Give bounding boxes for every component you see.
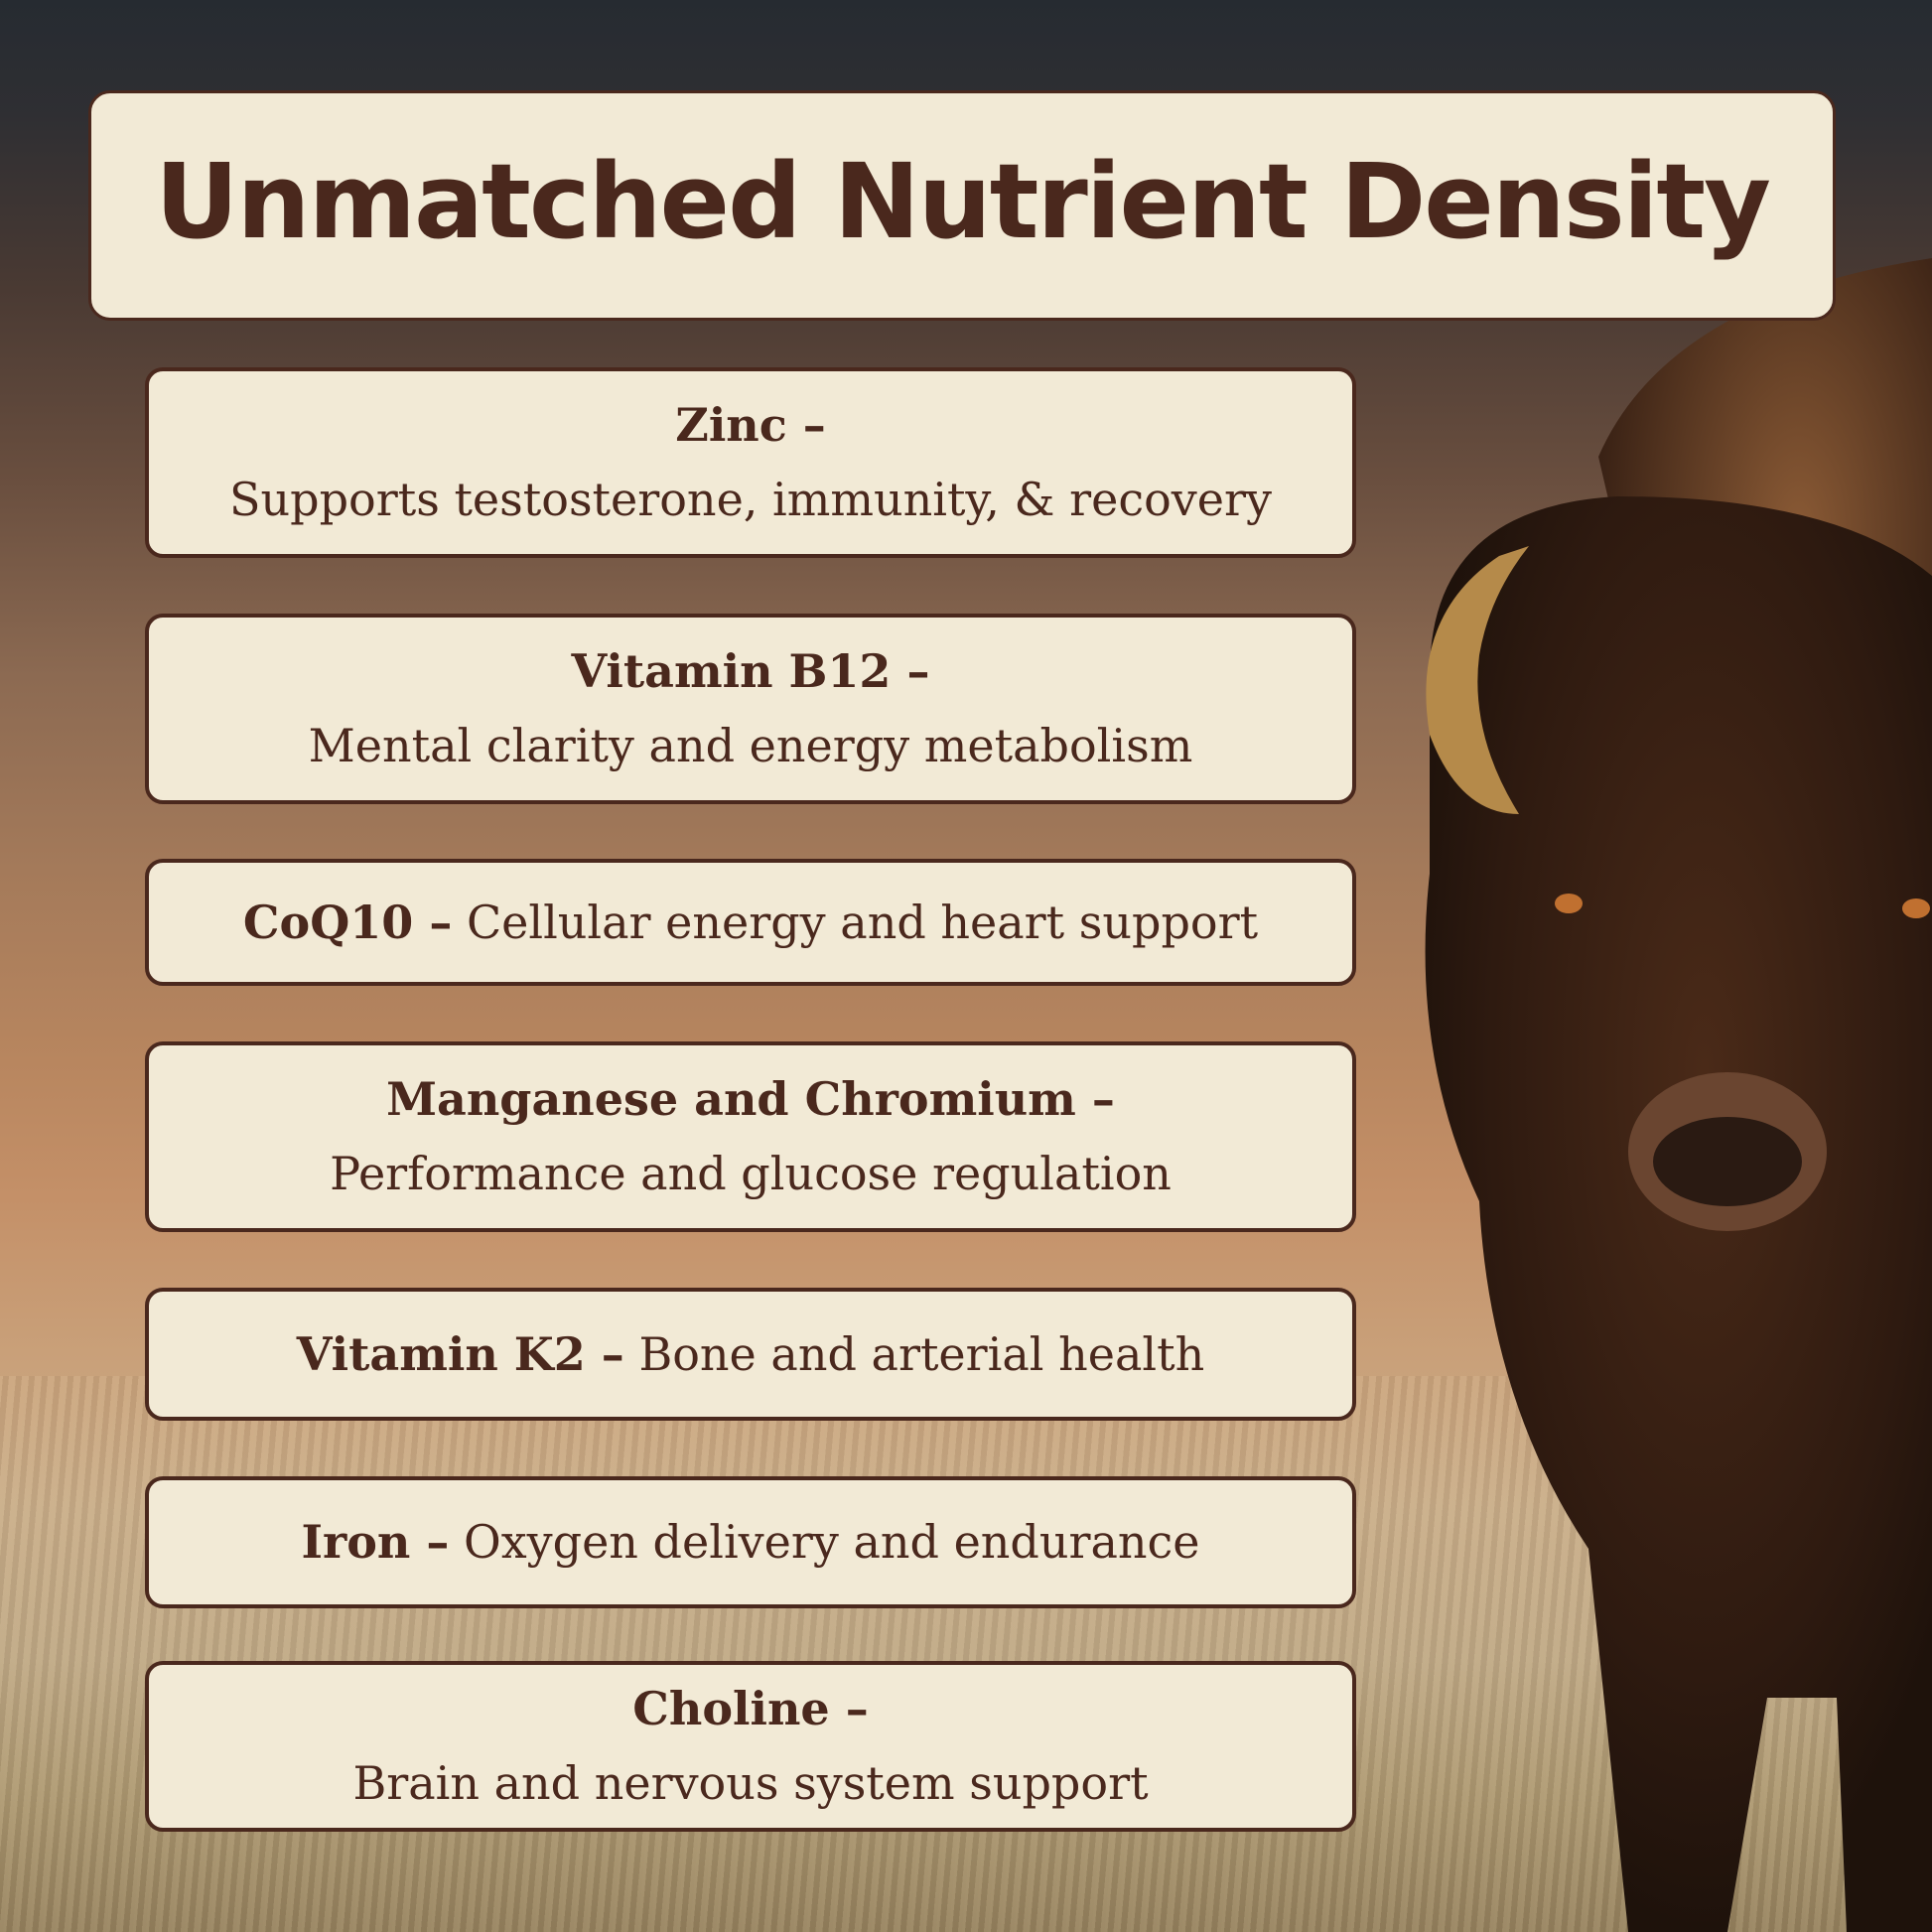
nutrient-name: CoQ10 – xyxy=(242,895,453,949)
page-title: Unmatched Nutrient Density xyxy=(155,141,1771,262)
nutrient-description: Cellular energy and heart support xyxy=(466,895,1259,949)
nutrient-description: Oxygen delivery and endurance xyxy=(464,1515,1200,1570)
nutrient-description: Brain and nervous system support xyxy=(352,1756,1149,1810)
nutrient-description: Bone and arterial health xyxy=(638,1326,1205,1381)
nutrient-description: Mental clarity and energy metabolism xyxy=(308,719,1193,772)
nutrient-name: Vitamin B12 – xyxy=(571,644,930,699)
nutrient-name: Zinc – xyxy=(675,398,826,453)
nutrient-name: Iron – xyxy=(301,1515,450,1570)
nutrient-name: Vitamin K2 – xyxy=(296,1326,624,1381)
nutrient-card-k2: Vitamin K2 – Bone and arterial health xyxy=(145,1288,1356,1421)
nutrient-name: Choline – xyxy=(632,1682,869,1736)
nutrient-card-iron: Iron – Oxygen delivery and endurance xyxy=(145,1476,1356,1608)
nutrient-description: Supports testosterone, immunity, & recov… xyxy=(229,473,1272,526)
nutrient-card-manganese-chromium: Manganese and Chromium – Performance and… xyxy=(145,1041,1356,1232)
nutrient-card-choline: Choline – Brain and nervous system suppo… xyxy=(145,1661,1356,1832)
nutrient-card-coq10: CoQ10 – Cellular energy and heart suppor… xyxy=(145,859,1356,986)
nutrient-card-b12: Vitamin B12 – Mental clarity and energy … xyxy=(145,614,1356,804)
nutrient-description: Performance and glucose regulation xyxy=(330,1147,1172,1200)
nutrient-name: Manganese and Chromium – xyxy=(386,1072,1115,1127)
title-card: Unmatched Nutrient Density xyxy=(88,90,1836,321)
nutrient-card-zinc: Zinc – Supports testosterone, immunity, … xyxy=(145,367,1356,558)
bison-photo xyxy=(1425,258,1932,1932)
